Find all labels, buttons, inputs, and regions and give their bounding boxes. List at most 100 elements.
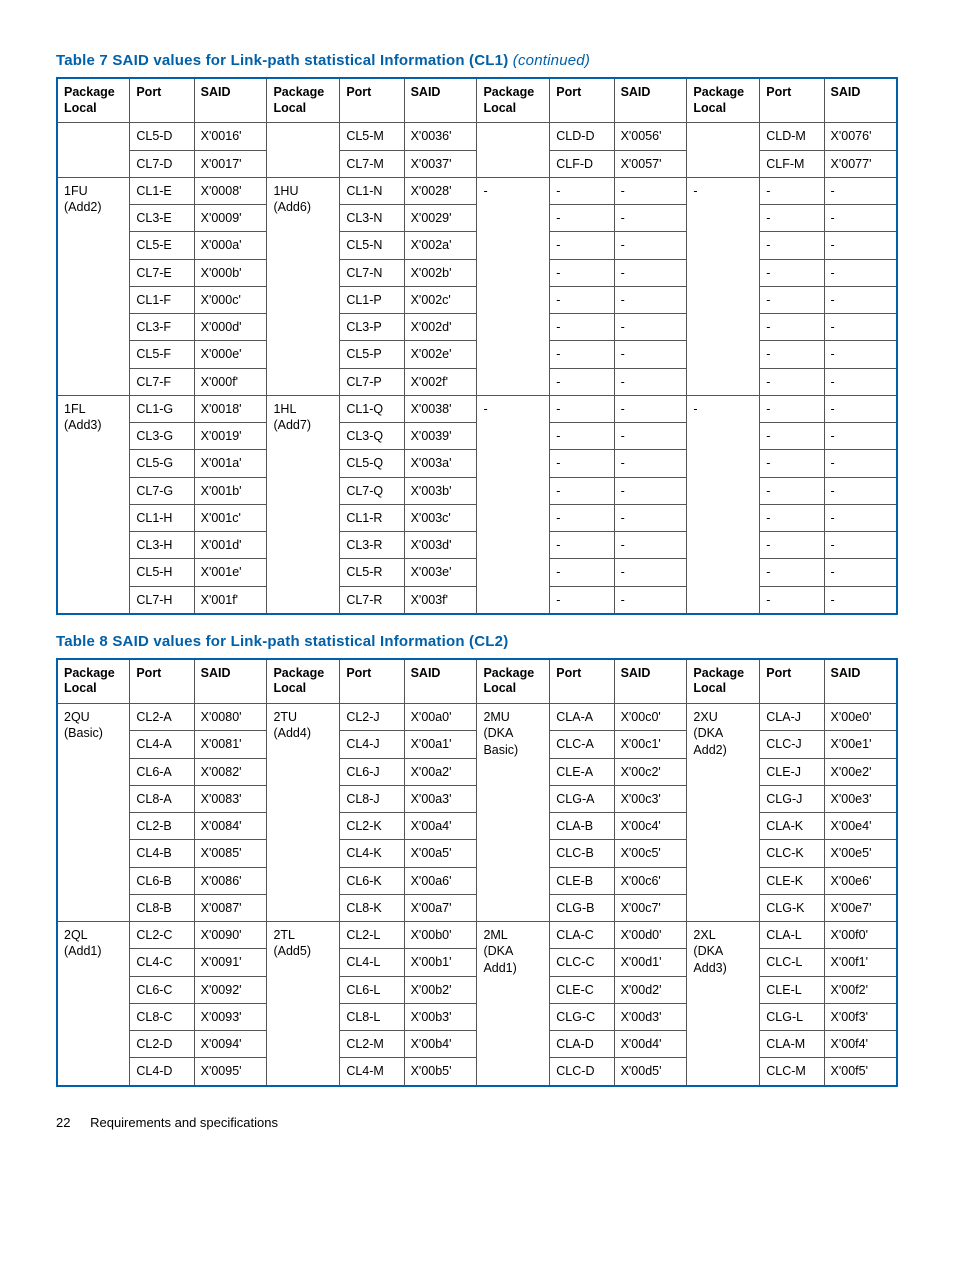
package-local-cell: - [687, 395, 760, 614]
port-cell: - [760, 395, 824, 422]
said-cell: X'0017' [194, 150, 267, 177]
port-cell: CL8-A [130, 785, 194, 812]
said-cell: X'00b0' [404, 922, 477, 949]
said-cell: - [824, 477, 897, 504]
said-cell: X'0029' [404, 205, 477, 232]
port-cell: CL4-J [340, 731, 404, 758]
said-cell: X'003a' [404, 450, 477, 477]
package-local-cell [477, 123, 550, 178]
said-cell: - [614, 341, 687, 368]
port-cell: CL2-M [340, 1031, 404, 1058]
package-local-cell: 2XU(DKA Add2) [687, 704, 760, 922]
port-cell: CL6-L [340, 976, 404, 1003]
said-cell: X'0008' [194, 177, 267, 204]
port-cell: CLG-J [760, 785, 824, 812]
said-cell: - [824, 232, 897, 259]
port-cell: CL8-K [340, 894, 404, 921]
said-cell: X'00d5' [614, 1058, 687, 1086]
column-header: Package Local [267, 659, 340, 704]
port-cell: CL7-N [340, 259, 404, 286]
port-cell: CL1-G [130, 395, 194, 422]
said-cell: - [614, 259, 687, 286]
said-cell: X'001b' [194, 477, 267, 504]
said-cell: X'0087' [194, 894, 267, 921]
package-local-cell: 2QU(Basic) [57, 704, 130, 922]
said-cell: - [614, 314, 687, 341]
port-cell: CLC-L [760, 949, 824, 976]
said-cell: - [824, 586, 897, 614]
port-cell: - [550, 395, 614, 422]
port-cell: CL1-P [340, 286, 404, 313]
port-cell: CL2-A [130, 704, 194, 731]
column-header: Package Local [267, 78, 340, 123]
port-cell: CL7-Q [340, 477, 404, 504]
port-cell: CL4-M [340, 1058, 404, 1086]
said-cell: X'0084' [194, 813, 267, 840]
said-cell: X'00f0' [824, 922, 897, 949]
said-cell: X'00c4' [614, 813, 687, 840]
port-cell: - [550, 314, 614, 341]
said-cell: X'00e2' [824, 758, 897, 785]
port-cell: - [550, 450, 614, 477]
port-cell: CLA-B [550, 813, 614, 840]
said-cell: - [614, 532, 687, 559]
port-cell: CL7-D [130, 150, 194, 177]
said-cell: X'00f1' [824, 949, 897, 976]
said-cell: X'0091' [194, 949, 267, 976]
port-cell: CL1-N [340, 177, 404, 204]
said-cell: X'00e7' [824, 894, 897, 921]
port-cell: CL1-H [130, 504, 194, 531]
said-cell: X'00b5' [404, 1058, 477, 1086]
port-cell: CL5-F [130, 341, 194, 368]
port-cell: CL7-E [130, 259, 194, 286]
said-cell: X'001a' [194, 450, 267, 477]
package-local-cell: 1HL(Add7) [267, 395, 340, 614]
port-cell: CLA-C [550, 922, 614, 949]
said-cell: X'0018' [194, 395, 267, 422]
port-cell: CL6-B [130, 867, 194, 894]
port-cell: CLC-K [760, 840, 824, 867]
port-cell: CL2-L [340, 922, 404, 949]
said-cell: X'002a' [404, 232, 477, 259]
port-cell: - [550, 559, 614, 586]
said-cell: X'0093' [194, 1003, 267, 1030]
port-cell: CL5-P [340, 341, 404, 368]
said-cell: X'00a5' [404, 840, 477, 867]
column-header: SAID [404, 78, 477, 123]
said-cell: - [614, 286, 687, 313]
said-cell: X'00f5' [824, 1058, 897, 1086]
said-cell: X'00e3' [824, 785, 897, 812]
said-cell: - [614, 423, 687, 450]
port-cell: CL1-E [130, 177, 194, 204]
port-cell: CL6-K [340, 867, 404, 894]
port-cell: CL8-L [340, 1003, 404, 1030]
port-cell: - [760, 586, 824, 614]
column-header: SAID [614, 659, 687, 704]
tables-container: Table 7 SAID values for Link-path statis… [56, 52, 898, 1087]
column-header: Package Local [477, 78, 550, 123]
said-cell: - [824, 286, 897, 313]
port-cell: - [550, 477, 614, 504]
port-cell: - [550, 423, 614, 450]
port-cell: CL2-C [130, 922, 194, 949]
port-cell: CL5-R [340, 559, 404, 586]
column-header: SAID [614, 78, 687, 123]
port-cell: CLA-M [760, 1031, 824, 1058]
port-cell: - [760, 504, 824, 531]
said-cell: X'00b1' [404, 949, 477, 976]
port-cell: CLE-J [760, 758, 824, 785]
said-cell: - [824, 341, 897, 368]
package-local-cell: 2TU(Add4) [267, 704, 340, 922]
port-cell: - [760, 368, 824, 395]
port-cell: CLE-C [550, 976, 614, 1003]
port-cell: - [760, 314, 824, 341]
port-cell: CLF-M [760, 150, 824, 177]
said-cell: X'000b' [194, 259, 267, 286]
said-cell: X'00c2' [614, 758, 687, 785]
page-footer: 22 Requirements and specifications [56, 1115, 898, 1130]
port-cell: CL1-F [130, 286, 194, 313]
port-cell: CL7-F [130, 368, 194, 395]
said-cell: - [614, 368, 687, 395]
port-cell: - [550, 532, 614, 559]
said-cell: - [824, 314, 897, 341]
